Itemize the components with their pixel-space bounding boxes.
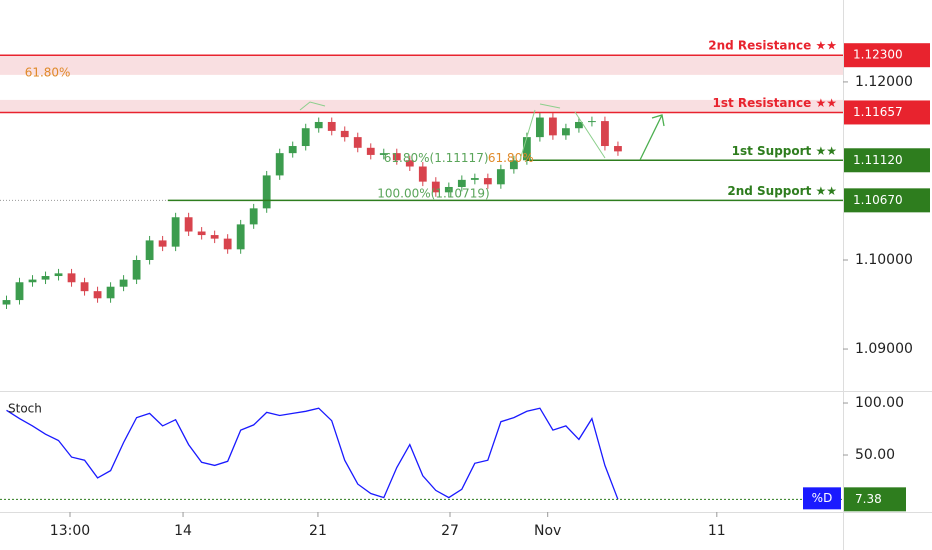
- candle-body: [392, 153, 401, 161]
- zone: [0, 99, 843, 113]
- last-value-label: 7.38: [855, 492, 882, 506]
- candle-body: [575, 121, 583, 129]
- x-tick-label: 13:00: [50, 523, 90, 539]
- candle-body: [171, 217, 180, 247]
- candle-body: [353, 137, 362, 148]
- candle-body: [119, 279, 128, 287]
- candle-body: [601, 121, 609, 147]
- candle-body: [483, 178, 492, 185]
- last-value-badge: [844, 487, 906, 512]
- legend-label: %D: [812, 491, 833, 505]
- level-name: 2nd Support ★★: [727, 184, 837, 198]
- candle-body: [93, 291, 102, 299]
- candle-body: [288, 146, 297, 154]
- candle-body: [184, 217, 193, 232]
- level-badge: [844, 148, 930, 173]
- candle-body: [562, 128, 570, 136]
- candle-body: [132, 260, 141, 280]
- candle-body: [548, 117, 557, 136]
- candle-body: [522, 137, 531, 161]
- candle-body: [262, 175, 271, 209]
- candle-body: [379, 153, 388, 155]
- level-name: 1st Support ★★: [732, 144, 837, 158]
- candle-body: [106, 286, 115, 299]
- candle-body: [236, 224, 245, 250]
- x-tick-label: 27: [441, 523, 459, 539]
- candle-body: [301, 128, 310, 147]
- indicator-title: Stoch: [8, 402, 42, 416]
- candle-body: [2, 300, 11, 305]
- candle-body: [80, 282, 89, 292]
- level-badge-label: 1.11657: [853, 105, 903, 119]
- candle-body: [418, 166, 427, 182]
- candle-body: [158, 240, 167, 247]
- candle-body: [405, 160, 414, 167]
- stoch-line: [6, 407, 619, 500]
- legend-badge: [803, 487, 841, 510]
- candle-body: [197, 231, 206, 236]
- candle-body: [223, 238, 232, 250]
- candle-body: [327, 121, 336, 131]
- y-tick-label: 1.09000: [855, 341, 913, 357]
- fib-label: 100.00%(1.10719): [377, 186, 489, 200]
- fib-drawing: [299, 101, 606, 161]
- fib-label: 61.80%(1.11117): [384, 151, 489, 165]
- x-tick-label: 11: [708, 523, 726, 539]
- fib-label: 61.80%: [488, 151, 534, 165]
- candle-body: [275, 153, 284, 176]
- candle-body: [535, 117, 544, 138]
- candle-body: [470, 178, 479, 180]
- projection-arrow: [639, 114, 665, 161]
- candle-body: [54, 273, 63, 277]
- level-badge-label: 1.10670: [853, 193, 903, 207]
- level-badge: [844, 100, 930, 125]
- x-tick-label: 14: [174, 523, 192, 539]
- candle-body: [444, 186, 453, 193]
- y-tick-label: 50.00: [855, 447, 895, 463]
- zone: [0, 55, 843, 75]
- x-tick-label: Nov: [534, 523, 561, 539]
- marks: 1.12000 1.10000 1.09000 13:00 14 21 27 Nov 11 2nd…: [0, 39, 930, 539]
- candle-body: [145, 240, 154, 260]
- level-name: 2nd Resistance ★★: [708, 39, 837, 53]
- y-tick-label: 1.12000: [855, 74, 913, 90]
- candle-body: [366, 147, 375, 155]
- candle-body: [15, 282, 24, 301]
- candle-body: [496, 169, 505, 185]
- candle-body: [67, 273, 76, 283]
- candle-body: [249, 208, 258, 225]
- candle-body: [340, 130, 349, 138]
- level-badge: [844, 43, 930, 68]
- candle-body: [210, 235, 219, 239]
- candle-body: [509, 160, 518, 170]
- x-tick-label: 21: [309, 523, 327, 539]
- candle-body: [457, 179, 466, 187]
- level-badge-label: 1.11120: [853, 153, 903, 167]
- candle-body: [314, 121, 323, 129]
- y-tick-label: 1.10000: [855, 252, 913, 268]
- candle-body: [41, 276, 50, 280]
- candle-body: [28, 279, 37, 283]
- level-badge-label: 1.12300: [853, 48, 903, 62]
- level-badge: [844, 188, 930, 213]
- candle-body: [431, 181, 440, 193]
- y-tick-label: 100.00: [855, 395, 904, 411]
- level-name: 1st Resistance ★★: [712, 96, 837, 110]
- candle-body: [614, 146, 622, 152]
- candle-body: [588, 121, 596, 123]
- fib-label: 61.80%: [25, 65, 71, 79]
